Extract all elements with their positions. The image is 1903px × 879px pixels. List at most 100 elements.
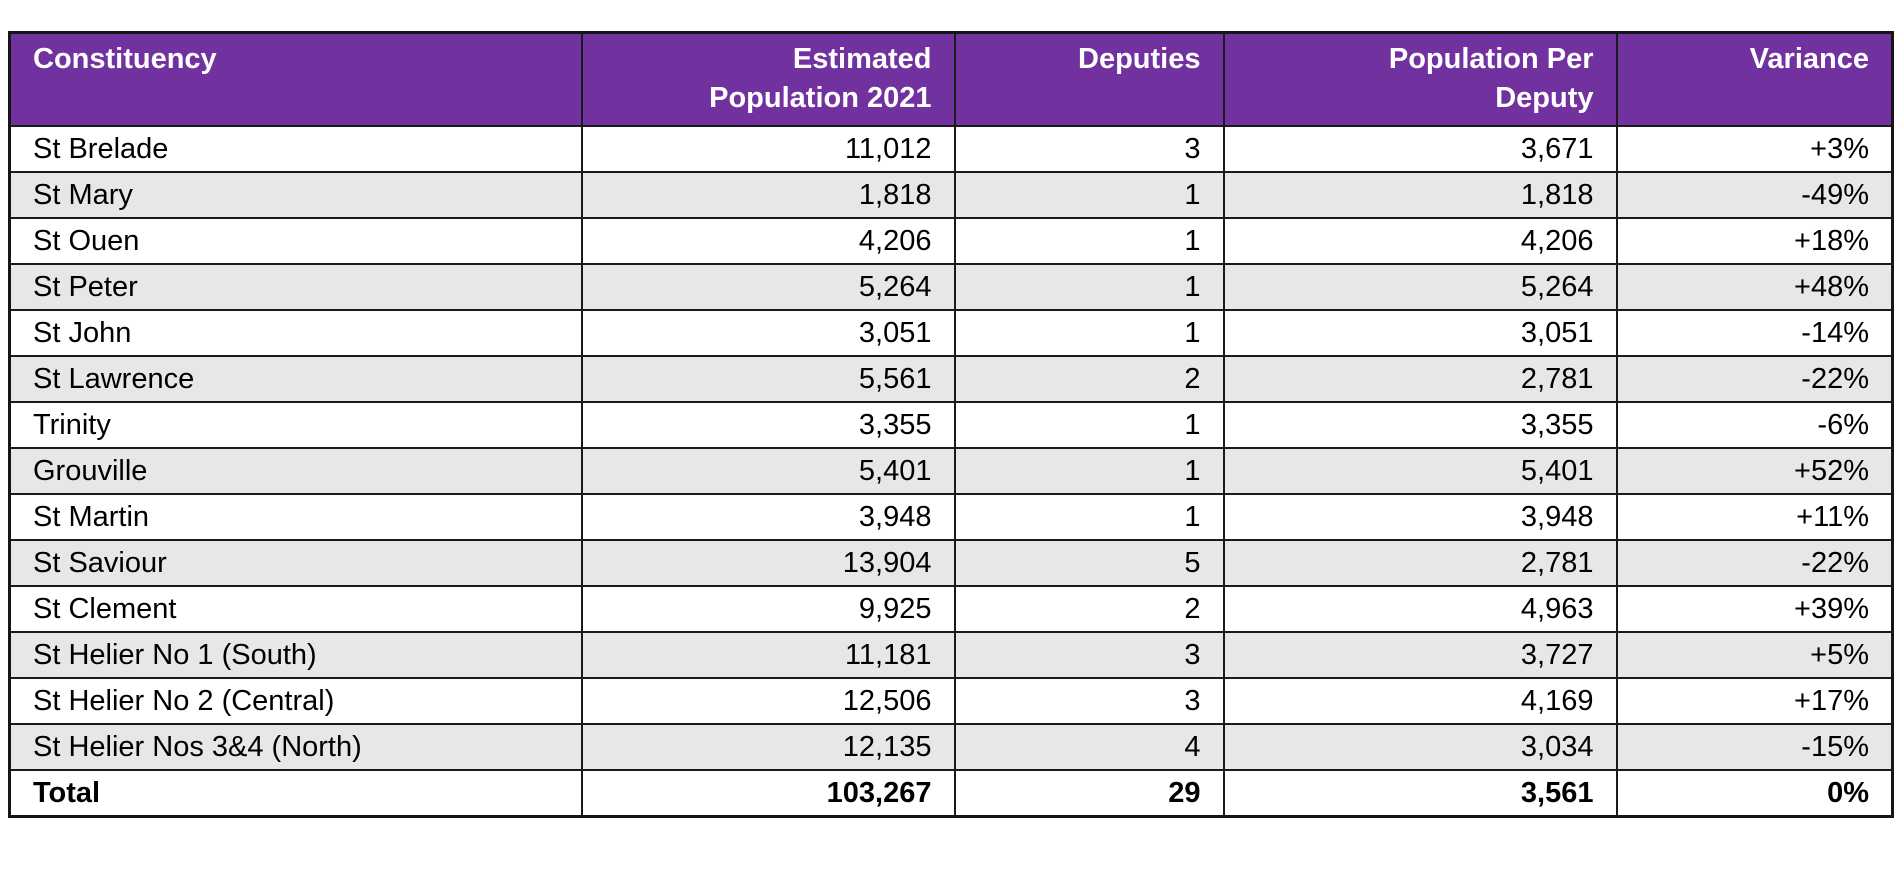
- table-cell: 3: [953, 677, 1225, 725]
- table-cell: 11,012: [580, 125, 956, 173]
- table-cell: 3: [953, 631, 1225, 679]
- table-cell: +17%: [1615, 677, 1894, 725]
- table-cell: Trinity: [8, 401, 583, 449]
- table-cell: 1: [953, 493, 1225, 541]
- table-cell: 1: [953, 309, 1225, 357]
- table-cell: 2: [953, 355, 1225, 403]
- table-cell: St Mary: [8, 171, 583, 219]
- table-cell: 1: [953, 217, 1225, 265]
- table-row: St Mary 1,818 1 1,818 -49%: [8, 171, 1894, 219]
- table-cell: 1,818: [1222, 171, 1618, 219]
- table-cell: 4,206: [1222, 217, 1618, 265]
- table-row: St Brelade 11,012 3 3,671 +3%: [8, 125, 1894, 173]
- header-row: Constituency Estimated Population 2021 D…: [8, 31, 1894, 127]
- table-cell: +18%: [1615, 217, 1894, 265]
- table-cell: -22%: [1615, 355, 1894, 403]
- table-cell: 2: [953, 585, 1225, 633]
- table-row: Trinity 3,355 1 3,355 -6%: [8, 401, 1894, 449]
- table-cell: St Peter: [8, 263, 583, 311]
- table-row: St Clement 9,925 2 4,963 +39%: [8, 585, 1894, 633]
- header-population-per-deputy: Population Per Deputy: [1222, 31, 1618, 127]
- table-cell: St Saviour: [8, 539, 583, 587]
- table-cell: 1: [953, 263, 1225, 311]
- table-cell: 5,264: [580, 263, 956, 311]
- table-cell: Total: [8, 769, 583, 818]
- table-cell: -14%: [1615, 309, 1894, 357]
- table-cell: 103,267: [580, 769, 956, 818]
- table-cell: 4,206: [580, 217, 956, 265]
- table-cell: -6%: [1615, 401, 1894, 449]
- table-cell: +48%: [1615, 263, 1894, 311]
- header-variance: Variance: [1615, 31, 1894, 127]
- table-cell: 1: [953, 171, 1225, 219]
- table-cell: 29: [953, 769, 1225, 818]
- table-cell: 1: [953, 401, 1225, 449]
- table-cell: 3,948: [1222, 493, 1618, 541]
- table-cell: 5,401: [580, 447, 956, 495]
- table-cell: St Helier Nos 3&4 (North): [8, 723, 583, 771]
- table-cell: +3%: [1615, 125, 1894, 173]
- table-cell: 0%: [1615, 769, 1894, 818]
- table-row: St Lawrence 5,561 2 2,781 -22%: [8, 355, 1894, 403]
- table-row: St Helier Nos 3&4 (North) 12,135 4 3,034 -15…: [8, 723, 1894, 771]
- table-row: St John 3,051 1 3,051 -14%: [8, 309, 1894, 357]
- table-cell: 3,561: [1222, 769, 1618, 818]
- table-cell: 3,355: [1222, 401, 1618, 449]
- table-cell: 4: [953, 723, 1225, 771]
- header-constituency: Constituency: [8, 31, 583, 127]
- table-cell: 5: [953, 539, 1225, 587]
- table-cell: 3,355: [580, 401, 956, 449]
- table-cell: 5,401: [1222, 447, 1618, 495]
- table-cell: 2,781: [1222, 539, 1618, 587]
- table-body: St Brelade 11,012 3 3,671 +3% St Mary 1,818 1 1,…: [8, 125, 1894, 818]
- table-cell: 4,169: [1222, 677, 1618, 725]
- table-header: Constituency Estimated Population 2021 D…: [8, 31, 1894, 127]
- table-cell: 1: [953, 447, 1225, 495]
- table-cell: 4,963: [1222, 585, 1618, 633]
- table-cell: 3,671: [1222, 125, 1618, 173]
- table-row: St Peter 5,264 1 5,264 +48%: [8, 263, 1894, 311]
- header-estimated-population: Estimated Population 2021: [580, 31, 956, 127]
- table-cell: 12,135: [580, 723, 956, 771]
- table-cell: 5,264: [1222, 263, 1618, 311]
- table-cell: St Ouen: [8, 217, 583, 265]
- table-cell: St Clement: [8, 585, 583, 633]
- table-cell: 3,948: [580, 493, 956, 541]
- table-cell: -49%: [1615, 171, 1894, 219]
- table-cell: 11,181: [580, 631, 956, 679]
- table-cell: 3,727: [1222, 631, 1618, 679]
- table-cell: 3,051: [1222, 309, 1618, 357]
- table-cell: 12,506: [580, 677, 956, 725]
- table-cell: +5%: [1615, 631, 1894, 679]
- table-cell: 5,561: [580, 355, 956, 403]
- table-row: St Martin 3,948 1 3,948 +11%: [8, 493, 1894, 541]
- table-cell: 3: [953, 125, 1225, 173]
- table-cell: St Lawrence: [8, 355, 583, 403]
- table-cell: 1,818: [580, 171, 956, 219]
- table-cell: St Helier No 2 (Central): [8, 677, 583, 725]
- table-row: St Helier No 2 (Central) 12,506 3 4,169 +17%: [8, 677, 1894, 725]
- table-total-row: Total 103,267 29 3,561 0%: [8, 769, 1894, 818]
- table-row: St Ouen 4,206 1 4,206 +18%: [8, 217, 1894, 265]
- table-row: St Helier No 1 (South) 11,181 3 3,727 +5%: [8, 631, 1894, 679]
- table-cell: 2,781: [1222, 355, 1618, 403]
- table-cell: St Martin: [8, 493, 583, 541]
- table-cell: +52%: [1615, 447, 1894, 495]
- table-cell: -15%: [1615, 723, 1894, 771]
- table-cell: 3,034: [1222, 723, 1618, 771]
- table-cell: +39%: [1615, 585, 1894, 633]
- table-cell: St Brelade: [8, 125, 583, 173]
- table-cell: 3,051: [580, 309, 956, 357]
- table-cell: Grouville: [8, 447, 583, 495]
- table-cell: St Helier No 1 (South): [8, 631, 583, 679]
- table-cell: 13,904: [580, 539, 956, 587]
- table-cell: +11%: [1615, 493, 1894, 541]
- header-deputies: Deputies: [953, 31, 1225, 127]
- table-row: St Saviour 13,904 5 2,781 -22%: [8, 539, 1894, 587]
- table-row: Grouville 5,401 1 5,401 +52%: [8, 447, 1894, 495]
- table-cell: St John: [8, 309, 583, 357]
- table-cell: -22%: [1615, 539, 1894, 587]
- table-cell: 9,925: [580, 585, 956, 633]
- constituency-table: Constituency Estimated Population 2021 D…: [8, 31, 1894, 818]
